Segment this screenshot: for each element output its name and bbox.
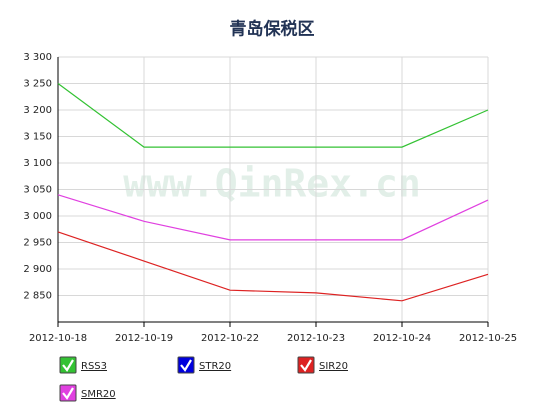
- y-tick-label: 3 050: [23, 185, 52, 196]
- legend-item[interactable]: SIR20: [297, 356, 348, 374]
- y-tick-label: 2 950: [23, 238, 52, 249]
- y-tick-label: 3 250: [23, 79, 52, 90]
- watermark: www.QinRex.cn: [123, 162, 420, 206]
- y-tick-label: 3 300: [23, 52, 52, 63]
- legend-item[interactable]: SMR20: [59, 384, 116, 402]
- series-line: [57, 83, 489, 148]
- y-tick-label: 2 900: [23, 264, 52, 275]
- y-tick-label: 3 100: [23, 158, 52, 169]
- legend-checkbox[interactable]: [59, 356, 77, 374]
- x-tick-label: 2012-10-22: [201, 333, 259, 344]
- legend-label[interactable]: RSS3: [81, 361, 107, 372]
- legend-checkbox[interactable]: [59, 384, 77, 402]
- x-tick-label: 2012-10-24: [373, 333, 431, 344]
- y-tick-label: 3 200: [23, 105, 52, 116]
- legend-check: [300, 359, 312, 372]
- legend-checkbox[interactable]: [177, 356, 195, 374]
- legend-label[interactable]: SMR20: [81, 389, 116, 400]
- x-tick-label: 2012-10-23: [287, 333, 345, 344]
- chart-title: 青岛保税区: [230, 19, 315, 40]
- legend-label[interactable]: STR20: [199, 361, 231, 372]
- legend-check: [180, 359, 192, 372]
- legend-check: [62, 387, 74, 400]
- legend-label[interactable]: SIR20: [319, 361, 348, 372]
- y-tick-label: 3 150: [23, 132, 52, 143]
- series-line: [57, 231, 489, 302]
- legend-checkbox[interactable]: [297, 356, 315, 374]
- x-tick-label: 2012-10-19: [115, 333, 173, 344]
- y-tick-label: 3 000: [23, 211, 52, 222]
- legend-item[interactable]: STR20: [177, 356, 231, 374]
- x-tick-label: 2012-10-18: [29, 333, 87, 344]
- legend-item[interactable]: RSS3: [59, 356, 107, 374]
- series-line: [57, 194, 489, 241]
- y-tick-label: 2 850: [23, 291, 52, 302]
- x-tick-label: 2012-10-25: [459, 333, 517, 344]
- legend-check: [62, 359, 74, 372]
